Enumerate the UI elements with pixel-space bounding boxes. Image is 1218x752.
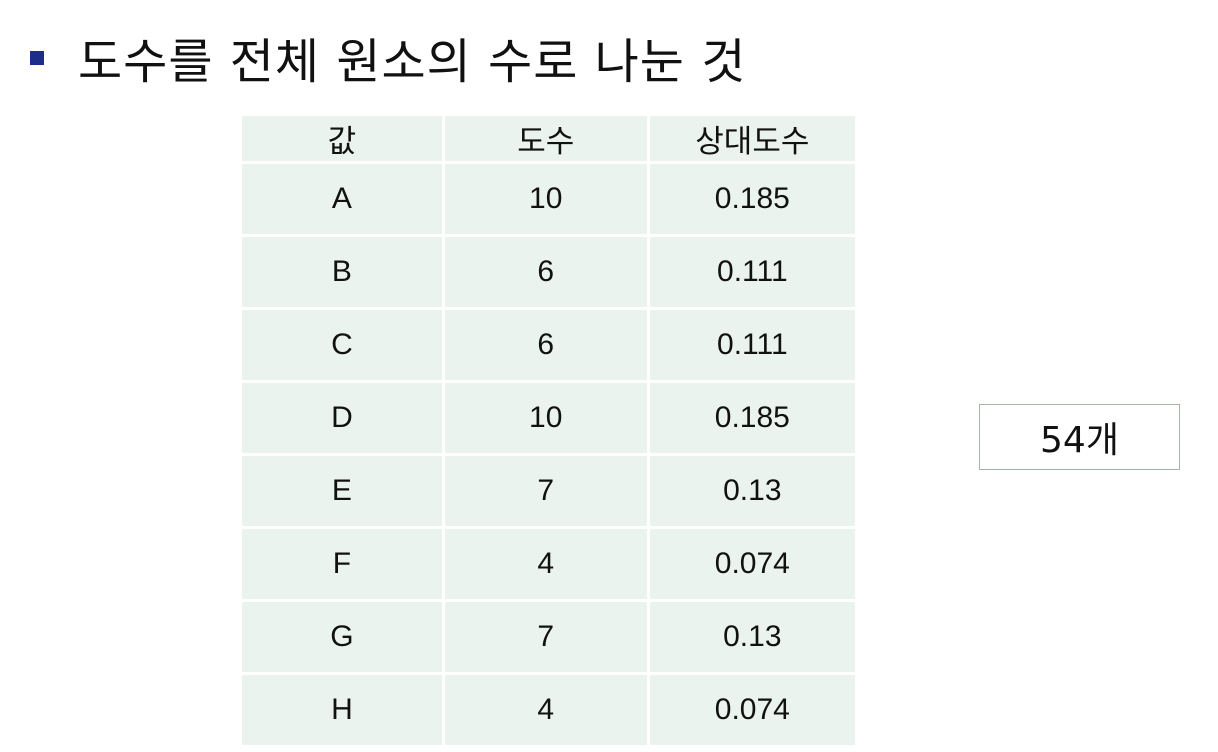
cell-value: F [242,529,445,602]
header-frequency: 도수 [444,116,650,164]
cell-value: D [242,383,445,456]
cell-frequency: 7 [444,456,650,529]
table-row: E 7 0.13 [242,456,855,529]
table-row: H 4 0.074 [242,675,855,745]
cell-value: H [242,675,445,745]
cell-frequency: 10 [444,383,650,456]
cell-frequency: 4 [444,529,650,602]
cell-relative-frequency: 0.111 [649,310,855,383]
cell-frequency: 10 [444,164,650,237]
cell-value: G [242,602,445,675]
cell-relative-frequency: 0.13 [649,456,855,529]
total-count-label: 54개 [1040,420,1119,461]
slide-heading: 도수를 전체 원소의 수로 나눈 것 [78,34,747,90]
cell-frequency: 4 [445,675,650,745]
cell-relative-frequency: 0.074 [649,529,855,602]
relative-frequency-table: 값 도수 상대도수 A 10 0.185 B 6 0.111 C 6 0.111… [242,116,855,745]
total-count-box: 54개 [979,404,1180,470]
table-row: A 10 0.185 [242,164,855,237]
header-value: 값 [242,116,445,164]
header-relative-frequency: 상대도수 [649,116,855,164]
table-row: B 6 0.111 [242,237,855,310]
cell-value: E [242,456,445,529]
cell-value: C [242,310,445,383]
table-header-row: 값 도수 상대도수 [242,116,855,164]
cell-relative-frequency: 0.185 [649,164,855,237]
square-bullet-icon [30,51,44,65]
table-row: F 4 0.074 [242,529,855,602]
cell-relative-frequency: 0.13 [649,602,855,675]
cell-relative-frequency: 0.074 [714,693,790,726]
table-row: D 10 0.185 [242,383,855,456]
table-row: C 6 0.111 [242,310,855,383]
cell-frequency: 6 [444,310,650,383]
bullet-item: 도수를 전체 원소의 수로 나눈 것 [30,22,746,92]
cell-value: B [242,237,445,310]
cell-frequency: 7 [444,602,650,675]
cell-value: A [242,164,445,237]
cell-relative-frequency: 0.111 [649,237,855,310]
cell-frequency: 6 [444,237,650,310]
table-row: G 7 0.13 [242,602,855,675]
cell-relative-frequency: 0.185 [649,383,855,456]
